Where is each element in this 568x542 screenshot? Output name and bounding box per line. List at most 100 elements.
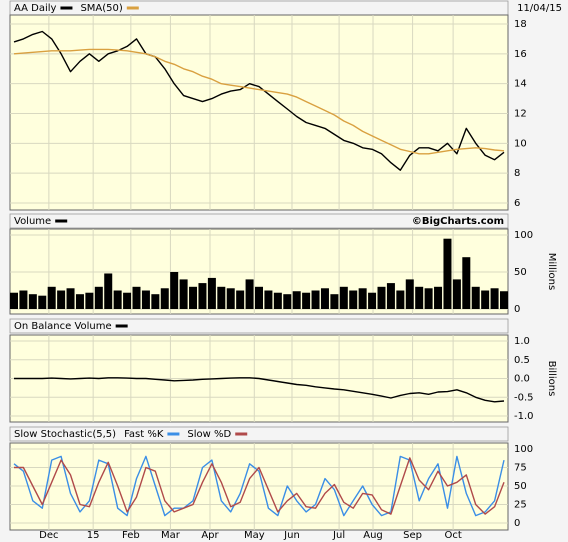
- legend-label: AA Daily: [14, 3, 57, 14]
- y-tick-label: -1.0: [514, 411, 534, 422]
- panel-title: Slow Stochastic(5,5): [14, 429, 116, 440]
- x-tick-label: Dec: [39, 530, 58, 541]
- volume-bar: [47, 286, 56, 309]
- volume-bar: [386, 283, 395, 309]
- x-tick-label: May: [244, 530, 265, 541]
- volume-bar: [141, 290, 150, 309]
- legend-label: On Balance Volume: [14, 321, 112, 332]
- volume-bar: [170, 272, 179, 309]
- y-tick-label: 75: [514, 463, 527, 474]
- volume-bar: [85, 292, 94, 309]
- volume-bar: [28, 294, 37, 309]
- panel-header: [9, 318, 509, 334]
- volume-bar: [123, 292, 132, 309]
- volume-bar: [471, 286, 480, 309]
- series-line: [13, 455, 505, 517]
- watermark: ©BigCharts.com: [412, 216, 504, 227]
- volume-bar: [462, 257, 471, 309]
- volume-bar: [207, 277, 216, 309]
- volume-bar: [311, 290, 320, 309]
- volume-bar: [490, 288, 499, 309]
- volume-bar: [481, 290, 490, 309]
- volume-bar: [226, 288, 235, 309]
- y-tick-label: 50: [514, 267, 527, 278]
- y-tick-label: 0.5: [514, 355, 530, 366]
- y-tick-label: 12: [514, 109, 527, 120]
- series-line: [13, 30, 505, 171]
- volume-bar: [236, 290, 245, 309]
- legend-label: Volume: [14, 216, 51, 227]
- x-tick-label: Sep: [403, 530, 422, 541]
- panel-header: [9, 213, 509, 229]
- y-tick-label: 100: [514, 444, 533, 455]
- y-tick-label: 50: [514, 481, 527, 492]
- volume-bar: [434, 286, 443, 309]
- plot-frame: [9, 14, 509, 211]
- x-tick-label: Mar: [161, 530, 181, 541]
- volume-bar: [396, 290, 405, 309]
- volume-bar: [245, 279, 254, 309]
- y-tick-label: 0: [514, 518, 520, 529]
- legend-label: Slow %D: [187, 429, 231, 440]
- volume-bar: [151, 294, 160, 309]
- y-tick-label: 18: [514, 19, 527, 30]
- y-tick-label: 8: [514, 168, 520, 179]
- date-label: 11/04/15: [517, 3, 562, 14]
- y-axis-label: Millions: [546, 253, 557, 290]
- volume-bar: [358, 288, 367, 309]
- x-tick-label: Jun: [283, 530, 300, 541]
- volume-bar: [349, 290, 358, 309]
- x-tick-label: Jul: [332, 530, 345, 541]
- x-tick-label: 15: [87, 530, 100, 541]
- volume-bar: [500, 291, 508, 309]
- volume-bar: [452, 279, 461, 309]
- legend-label: SMA(50): [80, 3, 122, 14]
- volume-bar: [75, 294, 84, 309]
- y-axis-label: Billions: [546, 361, 557, 397]
- y-tick-label: 14: [514, 79, 527, 90]
- volume-bar: [330, 294, 339, 309]
- series-line: [13, 48, 505, 155]
- volume-bar: [66, 288, 75, 309]
- y-tick-label: 6: [514, 198, 520, 209]
- y-tick-label: 10: [514, 138, 527, 149]
- volume-bar: [283, 294, 292, 309]
- volume-bar: [217, 286, 226, 309]
- volume-bar: [10, 292, 18, 309]
- volume-bar: [443, 238, 452, 309]
- x-tick-label: Aug: [363, 530, 383, 541]
- series-line: [14, 377, 505, 403]
- volume-bar: [57, 290, 66, 309]
- y-tick-label: 0: [514, 304, 520, 315]
- volume-bar: [179, 279, 188, 309]
- volume-bar: [415, 286, 424, 309]
- volume-bar: [320, 288, 329, 309]
- volume-bar: [132, 286, 141, 309]
- y-tick-label: 1.0: [514, 336, 530, 347]
- x-tick-label: Feb: [122, 530, 140, 541]
- y-tick-label: 100: [514, 230, 533, 241]
- volume-bar: [377, 286, 386, 309]
- y-tick-label: -0.5: [514, 392, 534, 403]
- series-line: [14, 457, 505, 515]
- volume-bar: [424, 288, 433, 309]
- x-tick-label: Oct: [444, 530, 461, 541]
- volume-bar: [94, 286, 103, 309]
- panel-header: [9, 426, 509, 442]
- volume-bar: [292, 291, 301, 309]
- legend-label: Fast %K: [124, 429, 164, 440]
- x-tick-label: Apr: [201, 530, 219, 541]
- y-tick-label: 16: [514, 49, 527, 60]
- volume-bar: [198, 283, 207, 309]
- volume-bar: [405, 279, 414, 309]
- volume-bar: [302, 292, 311, 309]
- y-tick-label: 0.0: [514, 374, 530, 385]
- y-tick-label: 25: [514, 500, 527, 511]
- volume-bar: [189, 286, 198, 309]
- volume-bar: [264, 290, 273, 309]
- volume-bar: [255, 286, 263, 309]
- volume-bar: [19, 290, 28, 309]
- volume-bar: [368, 292, 377, 309]
- volume-bar: [273, 292, 282, 309]
